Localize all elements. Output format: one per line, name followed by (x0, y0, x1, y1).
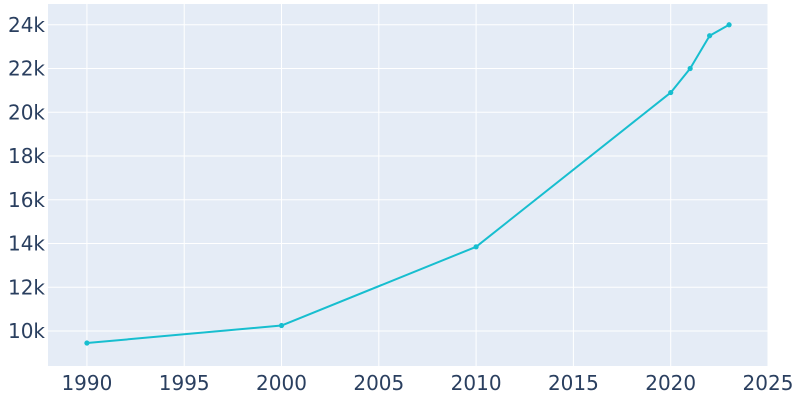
x-tick-label: 1990 (61, 371, 112, 395)
y-axis-ticks: 10k 12k 14k 16k 18k 20k 22k 24k (8, 13, 45, 343)
x-tick-label: 2010 (451, 371, 502, 395)
x-axis-ticks: 1990 1995 2000 2005 2010 2015 2020 2025 (61, 371, 793, 395)
data-point (726, 22, 732, 28)
y-tick-label: 24k (8, 13, 45, 37)
y-tick-label: 18k (8, 144, 45, 168)
x-tick-label: 2000 (256, 371, 307, 395)
x-tick-label: 1995 (159, 371, 210, 395)
y-tick-label: 16k (8, 188, 45, 212)
data-point (668, 89, 674, 96)
y-tick-label: 20k (8, 100, 45, 124)
data-point (707, 33, 713, 39)
plot-area (48, 4, 768, 366)
y-tick-label: 14k (8, 232, 45, 256)
y-tick-label: 12k (8, 275, 45, 299)
y-tick-label: 10k (8, 319, 45, 343)
x-tick-label: 2015 (548, 371, 599, 395)
x-tick-label: 2025 (743, 371, 794, 395)
x-tick-label: 2005 (353, 371, 404, 395)
y-grid (48, 24, 768, 332)
x-tick-label: 2020 (645, 371, 696, 395)
data-point (84, 340, 90, 346)
data-point (687, 65, 693, 72)
x-grid (86, 4, 769, 366)
data-point (278, 322, 285, 329)
y-tick-label: 22k (8, 57, 45, 81)
data-point (473, 244, 479, 250)
series-group (84, 22, 732, 346)
